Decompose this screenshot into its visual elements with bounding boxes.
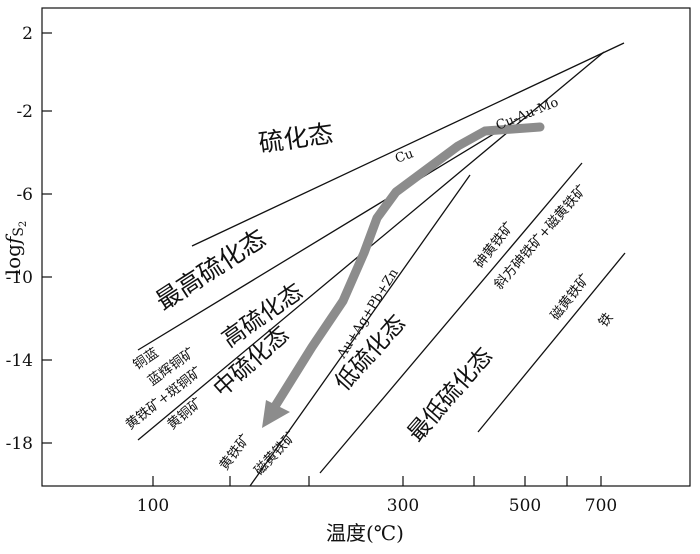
plot-frame (41, 7, 691, 487)
y-tick-label: -2 (16, 102, 33, 122)
y-tick-label: -14 (6, 351, 33, 371)
svg-text:logfS2: logfS2 (1, 221, 29, 276)
mineral-label-pyrrhotite: 磁黄铁矿 (251, 428, 300, 478)
y-tick-label: -10 (6, 268, 33, 288)
y-axis-ticks (42, 32, 52, 444)
boundary-line-pyrrhotite (477, 252, 626, 433)
x-axis-ticks (152, 476, 602, 486)
x-tick-label: 500 (509, 496, 541, 516)
x-tick-label: 300 (387, 496, 419, 516)
x-tick-label: 100 (137, 496, 169, 516)
y-tick-label: 2 (22, 24, 33, 44)
mineral-label-iron: 铁 (596, 310, 617, 331)
x-tick-label: 700 (585, 496, 617, 516)
mineral-label-pyrrhotite-2: 磁黄铁矿 (548, 271, 594, 323)
x-axis-title: 温度(℃) (326, 521, 404, 545)
y-axis-title-sub: 2 (18, 221, 29, 227)
y-tick-label: -18 (6, 434, 33, 454)
boundary-line-cu (191, 42, 625, 247)
label-cu: Cu (393, 146, 415, 166)
boundary-line-arsenopyrite (319, 162, 583, 474)
evolution-path-arrowhead (262, 400, 290, 428)
region-label-sulfidation: 硫化态 (257, 119, 335, 158)
boundary-line-covellite (137, 117, 521, 351)
mineral-label-pyrite: 黄铁矿 (216, 431, 253, 473)
evolution-path (269, 122, 545, 413)
y-axis-title: logfS2 (1, 221, 29, 276)
y-axis-title-log: log (1, 244, 25, 275)
boundary-line-pyrite (249, 174, 471, 487)
y-tick-label: -6 (16, 185, 33, 205)
y-axis-title-s: S (11, 227, 27, 237)
